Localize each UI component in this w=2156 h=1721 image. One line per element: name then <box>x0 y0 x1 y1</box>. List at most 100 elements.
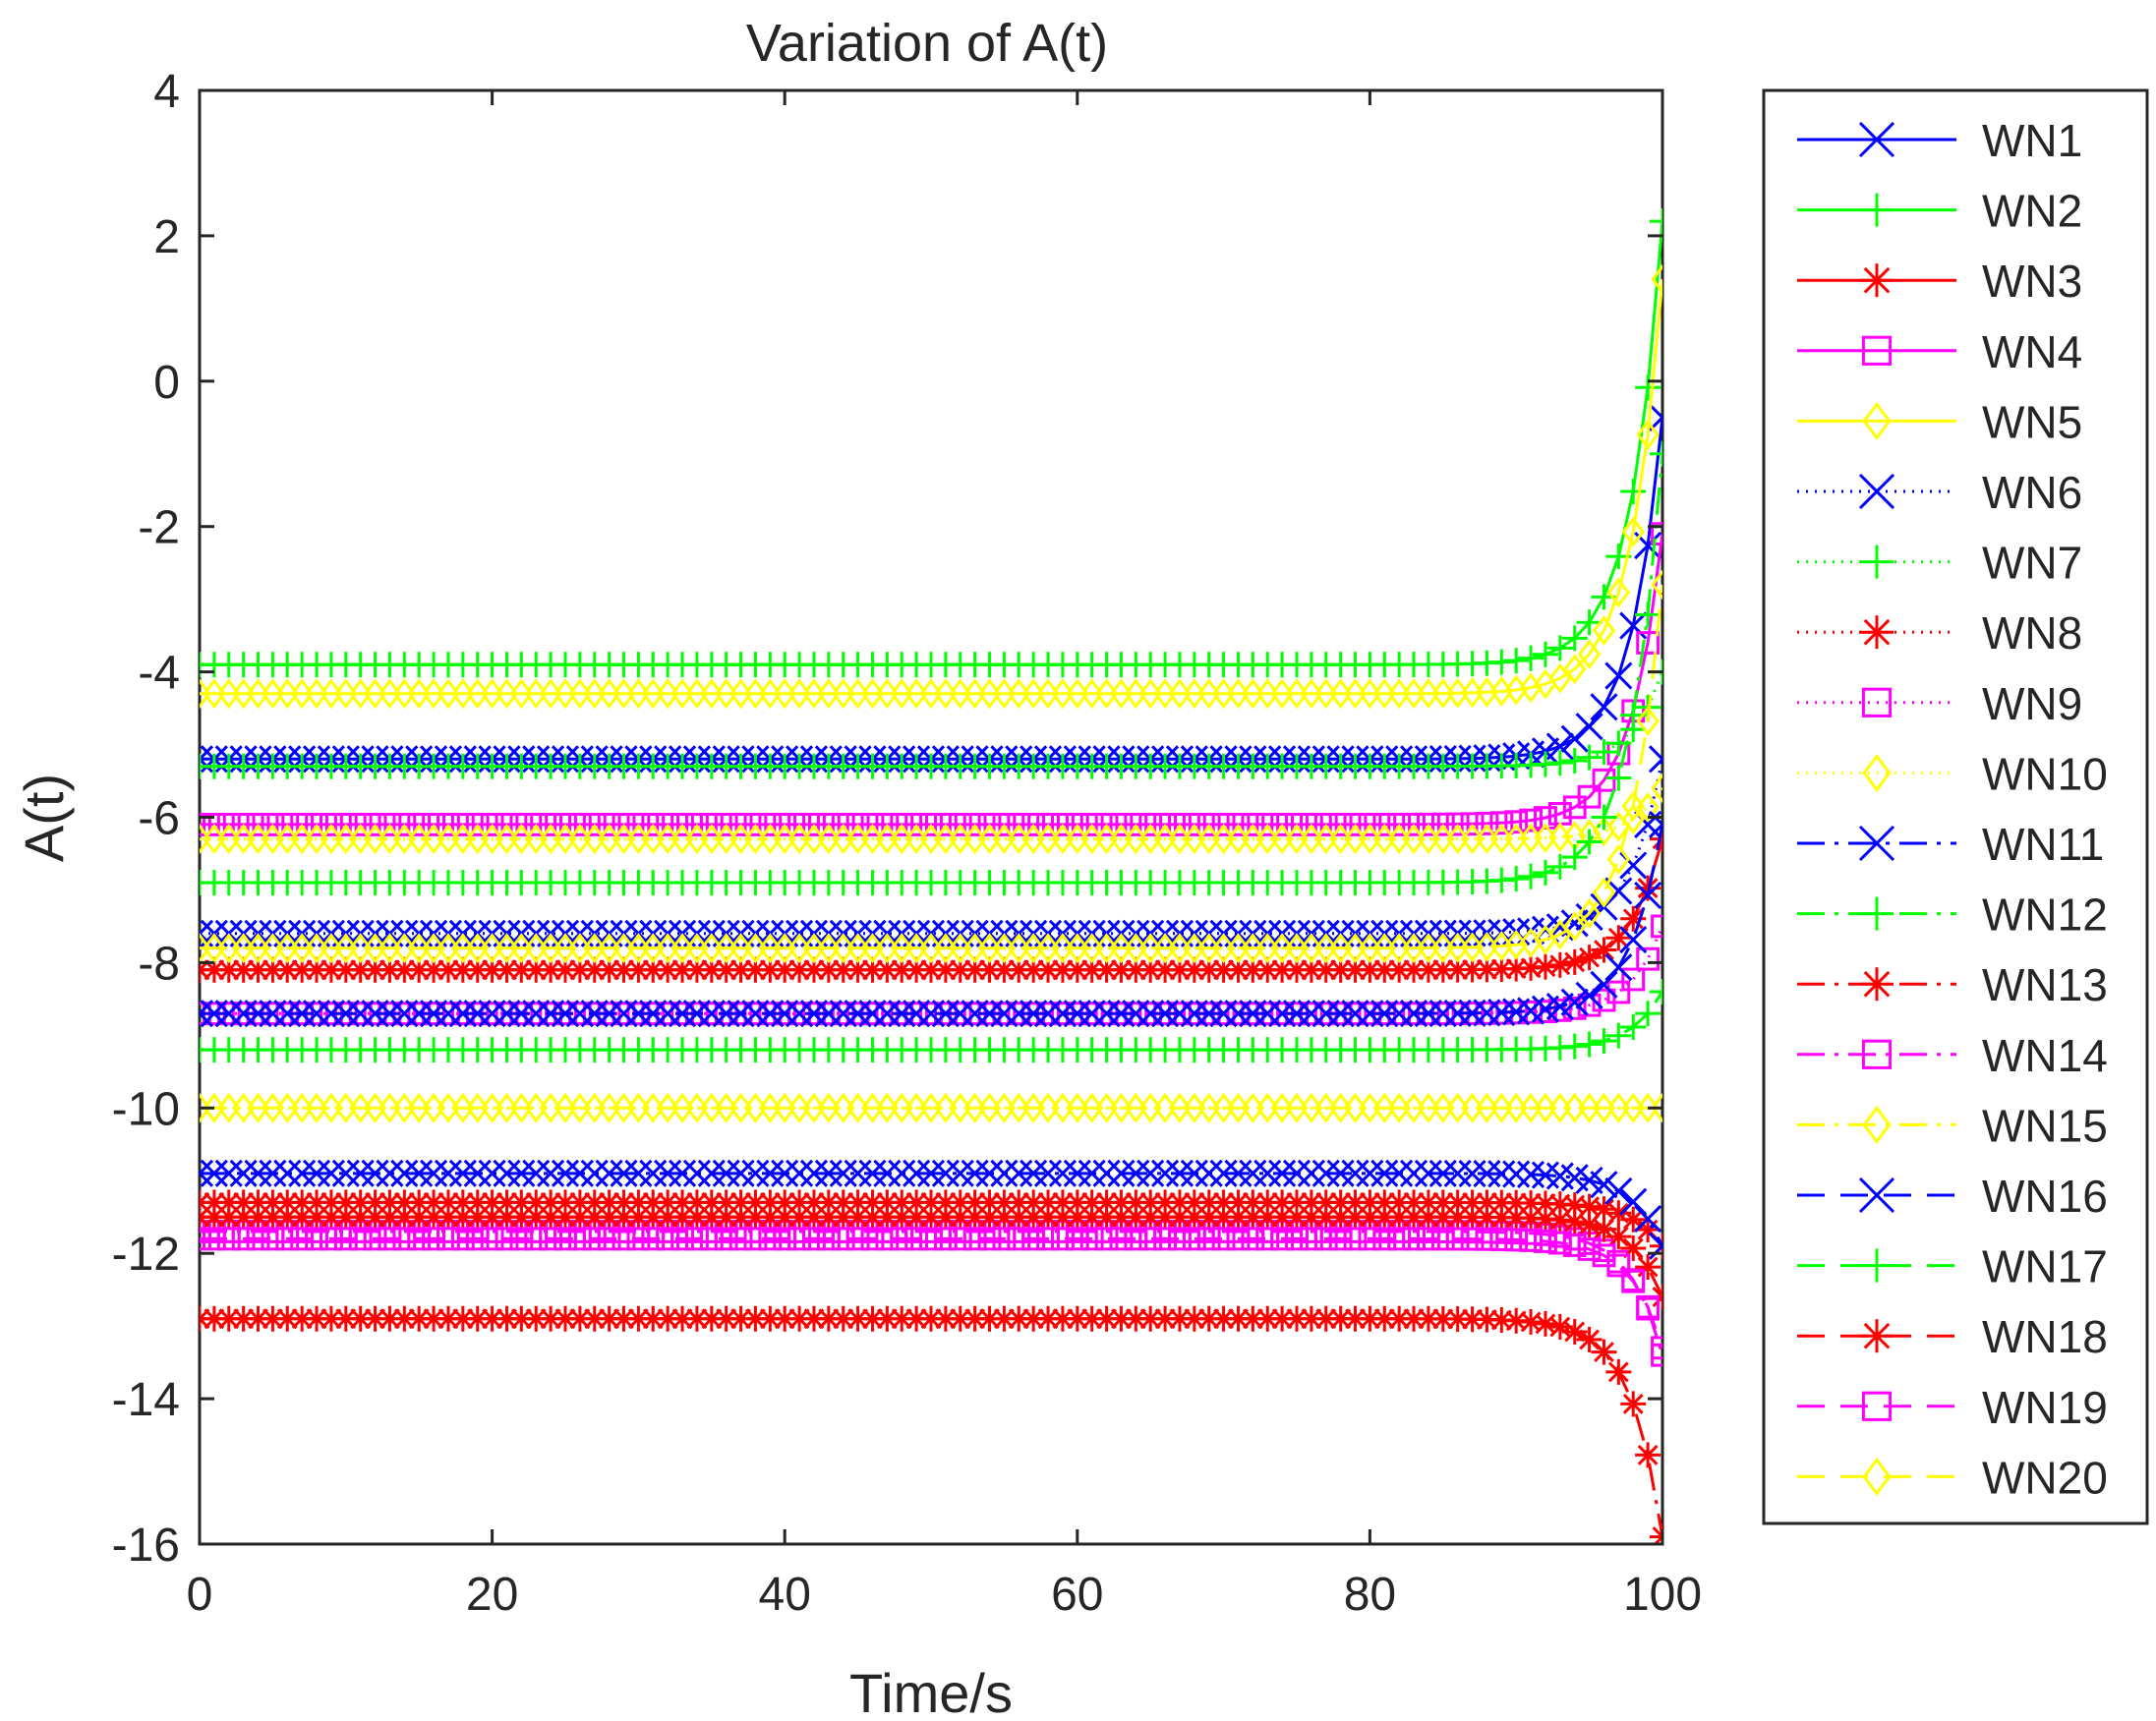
data-point <box>715 824 738 855</box>
data-point <box>597 1227 621 1251</box>
data-point <box>873 1000 902 1028</box>
data-point <box>728 933 753 964</box>
data-point <box>700 824 724 855</box>
data-point <box>478 1000 506 1028</box>
data-point <box>903 1000 931 1028</box>
data-point <box>1417 1227 1440 1251</box>
data-point <box>741 1159 770 1187</box>
data-point <box>349 933 373 964</box>
data-point <box>832 1092 855 1123</box>
legend-label: WN7 <box>1982 538 2082 589</box>
data-point <box>1209 1000 1238 1028</box>
data-point <box>858 1159 887 1187</box>
data-point <box>1329 678 1353 710</box>
data-point <box>246 1227 270 1251</box>
data-point <box>363 678 387 710</box>
series-wn20 <box>200 569 1662 964</box>
data-point <box>1241 812 1265 836</box>
data-point <box>858 1000 887 1028</box>
data-point <box>992 1227 1017 1251</box>
data-point <box>1605 765 1632 791</box>
data-point <box>568 824 592 855</box>
data-point <box>712 1159 740 1187</box>
data-point <box>229 1000 258 1028</box>
data-point <box>405 1000 434 1028</box>
data-point <box>376 1159 404 1187</box>
data-point <box>949 678 972 710</box>
data-point <box>1560 988 1589 1016</box>
data-point <box>947 1305 973 1332</box>
data-point <box>349 678 373 710</box>
data-point <box>1385 1000 1414 1028</box>
data-point <box>845 1204 871 1231</box>
data-point <box>1239 1159 1267 1187</box>
data-point <box>1209 1159 1238 1187</box>
data-point <box>1343 812 1368 836</box>
data-point <box>933 812 958 836</box>
data-point <box>537 1159 565 1187</box>
data-point <box>682 1159 711 1187</box>
data-point <box>977 1227 1002 1251</box>
data-point <box>1577 1237 1602 1261</box>
legend-marker-x-icon <box>1858 825 1895 862</box>
data-point <box>378 1092 402 1123</box>
data-point <box>1109 678 1134 710</box>
data-point <box>1183 824 1206 855</box>
data-point <box>845 1305 871 1332</box>
data-point <box>961 1159 989 1187</box>
data-point <box>1196 1227 1221 1251</box>
data-point <box>363 824 387 855</box>
data-point <box>831 1227 855 1251</box>
y-axis-ticks: 4 2 0 -2 -4 -6 -8 -10 -12 -14 -16 <box>112 66 1662 1572</box>
data-point <box>773 678 796 710</box>
data-point <box>216 812 241 836</box>
data-point <box>463 1000 492 1028</box>
legend-item-wn3: WN3 <box>1797 256 2082 307</box>
data-point <box>304 1305 330 1332</box>
data-point <box>246 1092 270 1123</box>
data-point <box>451 824 475 855</box>
data-point <box>727 1000 755 1028</box>
data-point <box>845 1092 870 1123</box>
data-point <box>290 1227 315 1251</box>
data-point <box>1151 1159 1180 1187</box>
data-point <box>741 1000 770 1028</box>
data-point <box>1504 1092 1528 1123</box>
data-point <box>1519 1092 1543 1123</box>
data-point <box>758 933 782 964</box>
data-point <box>1153 812 1177 836</box>
data-point <box>509 933 533 964</box>
data-point <box>934 824 958 855</box>
data-point <box>320 1092 343 1123</box>
data-point <box>1634 881 1662 910</box>
data-point <box>1343 1092 1368 1123</box>
data-point <box>624 1159 653 1187</box>
data-point <box>992 678 1017 710</box>
data-point <box>1094 1092 1119 1123</box>
data-point <box>1311 1159 1340 1187</box>
data-point <box>1007 933 1030 964</box>
data-point <box>583 1092 607 1123</box>
data-point <box>1358 1227 1382 1251</box>
data-point <box>551 1000 580 1028</box>
y-tick-label: 4 <box>153 66 180 118</box>
legend-label: WN17 <box>1982 1241 2108 1292</box>
data-point <box>977 812 1002 836</box>
data-point <box>1151 1000 1180 1028</box>
data-point <box>524 1092 548 1123</box>
data-point <box>1488 1204 1515 1231</box>
legend-label: WN18 <box>1982 1311 2108 1362</box>
data-point <box>363 933 387 964</box>
data-point <box>1620 1391 1647 1417</box>
data-point <box>758 1227 783 1251</box>
data-point <box>1165 1159 1195 1187</box>
data-point <box>1270 1092 1294 1123</box>
data-point <box>1211 824 1236 855</box>
data-point <box>554 933 577 964</box>
data-point <box>714 1227 738 1251</box>
legend-marker-diamond-icon <box>1862 401 1892 440</box>
data-point <box>756 1000 785 1028</box>
legend-marker-star-icon <box>1860 1319 1894 1353</box>
data-point <box>508 956 535 983</box>
legend-item-wn4: WN4 <box>1797 326 2082 377</box>
